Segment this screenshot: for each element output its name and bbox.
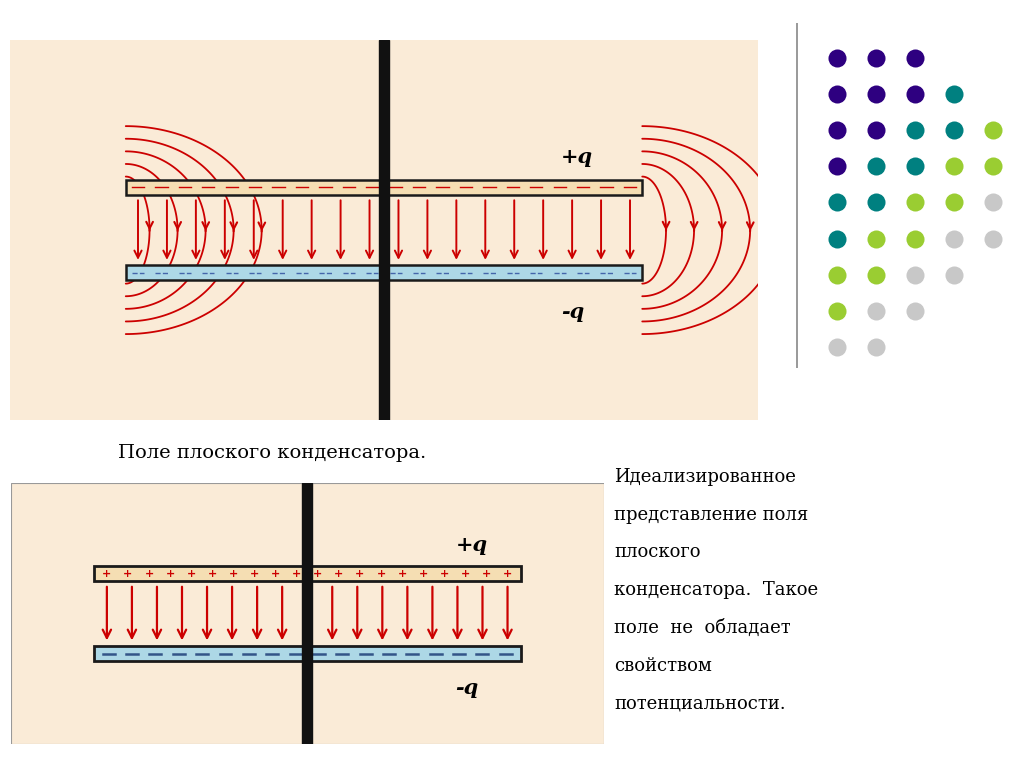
Text: +: + [166, 568, 175, 578]
Text: +: + [377, 568, 386, 578]
Text: -q: -q [561, 301, 584, 322]
Text: +: + [461, 568, 470, 578]
Text: +: + [439, 568, 449, 578]
Text: +: + [123, 568, 132, 578]
Bar [379, 40, 389, 420]
Text: Поле плоского конденсатора.: Поле плоского конденсатора. [118, 443, 426, 462]
Text: +: + [250, 568, 259, 578]
Text: +: + [482, 568, 492, 578]
Text: +: + [144, 568, 154, 578]
Text: +: + [355, 568, 365, 578]
Text: представление поля: представление поля [614, 505, 809, 524]
Bar [126, 179, 642, 195]
Text: +: + [334, 568, 343, 578]
Text: +: + [292, 568, 301, 578]
Text: плоского: плоского [614, 544, 700, 561]
Text: поле  не  обладает: поле не обладает [614, 619, 791, 637]
Bar [126, 265, 642, 281]
Text: +: + [208, 568, 217, 578]
Text: +q: +q [561, 146, 593, 167]
Text: +: + [228, 568, 238, 578]
Text: +: + [102, 568, 112, 578]
Text: +: + [503, 568, 512, 578]
Text: потенциальности.: потенциальности. [614, 695, 786, 713]
Text: +: + [419, 568, 428, 578]
Text: +: + [397, 568, 407, 578]
Text: +: + [313, 568, 323, 578]
Text: свойством: свойством [614, 657, 713, 675]
Text: Идеализированное: Идеализированное [614, 468, 797, 486]
Bar [302, 483, 312, 744]
Text: +: + [186, 568, 196, 578]
Text: конденсатора.  Такое: конденсатора. Такое [614, 581, 818, 599]
Text: +: + [271, 568, 281, 578]
Text: -q: -q [456, 677, 478, 698]
Bar [94, 566, 520, 581]
Bar [94, 646, 520, 661]
Text: +q: +q [456, 535, 487, 555]
